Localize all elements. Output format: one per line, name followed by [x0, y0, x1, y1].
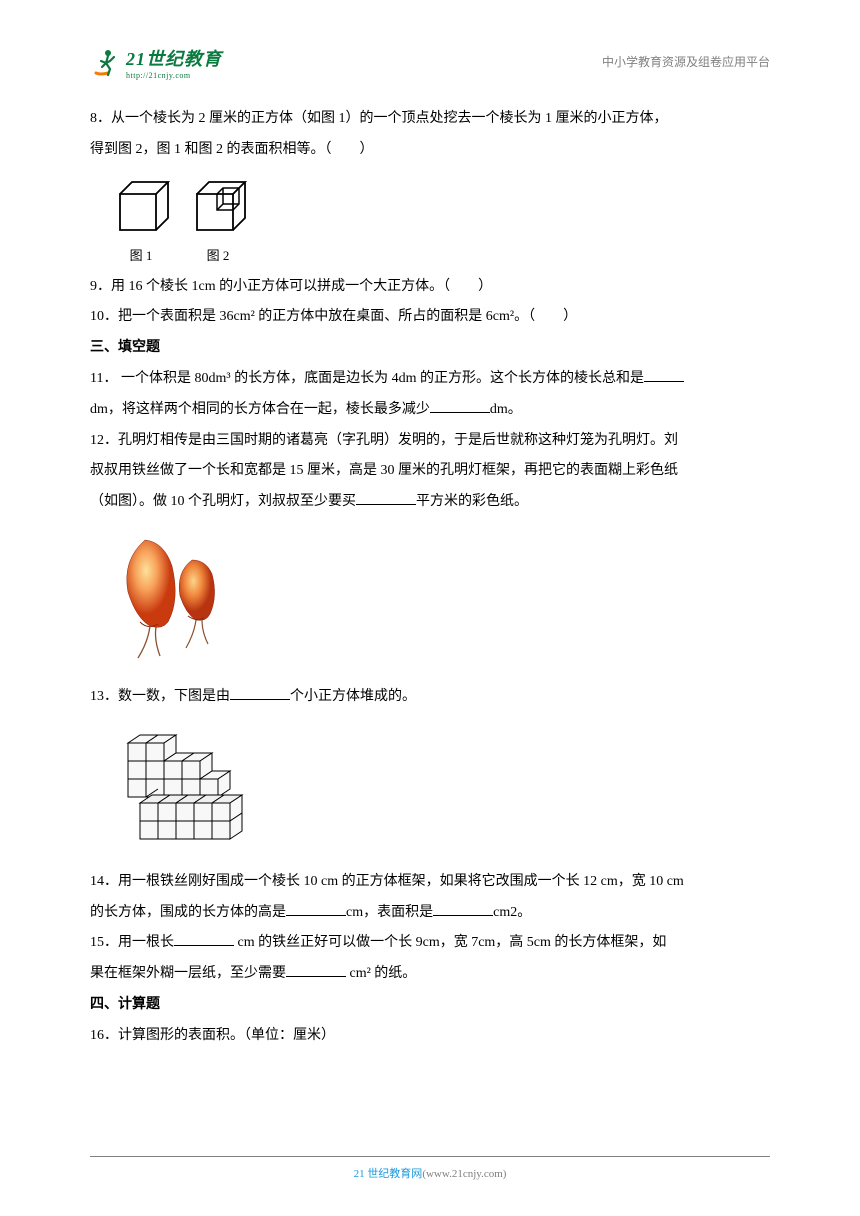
- content-area: 8．从一个棱长为 2 厘米的正方体（如图 1）的一个顶点处挖去一个棱长为 1 厘…: [90, 104, 770, 1052]
- q8-text-line1: 8．从一个棱长为 2 厘米的正方体（如图 1）的一个顶点处挖去一个棱长为 1 厘…: [90, 111, 668, 126]
- question-8: 8．从一个棱长为 2 厘米的正方体（如图 1）的一个顶点处挖去一个棱长为 1 厘…: [90, 104, 770, 166]
- q12-blank: [356, 489, 416, 505]
- logo-text: 21世纪教育 http://21cnjy.com: [126, 45, 222, 80]
- logo-sub-text: http://21cnjy.com: [126, 71, 222, 80]
- q15-part4: cm² 的纸。: [346, 966, 416, 981]
- logo-main-text: 21世纪教育: [126, 45, 222, 71]
- question-13: 13．数一数，下图是由 个小正方体堆成的。: [90, 682, 770, 713]
- footer-url: (www.21cnjy.com): [422, 1168, 506, 1180]
- logo: 21世纪教育 http://21cnjy.com: [90, 45, 222, 80]
- lantern-figure: [110, 530, 770, 670]
- header-right-text: 中小学教育资源及组卷应用平台: [602, 53, 770, 70]
- q15-blank1: [174, 930, 234, 946]
- q13-blank: [230, 684, 290, 700]
- cube-stack-figure: [110, 725, 770, 855]
- section-3-title: 三、填空题: [90, 333, 770, 364]
- section-4-title: 四、计算题: [90, 990, 770, 1021]
- question-16: 16．计算图形的表面积。（单位：厘米）: [90, 1021, 770, 1052]
- question-12: 12．孔明灯相传是由三国时期的诸葛亮（字孔明）发明的，于是后世就称这种灯笼为孔明…: [90, 426, 770, 518]
- q14-blank2: [433, 900, 493, 916]
- q14-part2: 的长方体，围成的长方体的高是: [90, 905, 286, 920]
- cube-stack-icon: [110, 725, 255, 850]
- question-11: 11． 一个体积是 80dm³ 的长方体，底面是边长为 4dm 的正方形。这个长…: [90, 364, 770, 426]
- question-9: 9．用 16 个棱长 1cm 的小正方体可以拼成一个大正方体。（ ）: [90, 272, 770, 303]
- question-15: 15．用一根长 cm 的铁丝正好可以做一个长 9cm，宽 7cm，高 5cm 的…: [90, 928, 770, 990]
- page-header: 21世纪教育 http://21cnjy.com 中小学教育资源及组卷应用平台: [90, 45, 770, 80]
- cube-1-icon: [110, 174, 172, 236]
- q11-blank1: [644, 366, 684, 382]
- cube-figure-2: 图 2: [187, 174, 249, 264]
- q11-part1: 11． 一个体积是 80dm³ 的长方体，底面是边长为 4dm 的正方形。这个长…: [90, 371, 644, 386]
- q13-part2: 个小正方体堆成的。: [290, 689, 416, 704]
- q14-part1: 14．用一根铁丝刚好围成一个棱长 10 cm 的正方体框架，如果将它改围成一个长…: [90, 874, 684, 889]
- q12-part3: （如图）。做 10 个孔明灯，刘叔叔至少要买: [90, 494, 356, 509]
- page-footer: 21 世纪教育网(www.21cnjy.com): [90, 1156, 770, 1181]
- q14-part3: cm，表面积是: [346, 905, 433, 920]
- q13-part1: 13．数一数，下图是由: [90, 689, 230, 704]
- cube-2-label: 图 2: [187, 245, 249, 264]
- q12-part2: 叔叔用铁丝做了一个长和宽都是 15 厘米，高是 30 厘米的孔明灯框架，再把它的…: [90, 463, 678, 478]
- cube-2-icon: [187, 174, 249, 236]
- q8-text-line2: 得到图 2，图 1 和图 2 的表面积相等。（ ）: [90, 142, 374, 157]
- question-14: 14．用一根铁丝刚好围成一个棱长 10 cm 的正方体框架，如果将它改围成一个长…: [90, 867, 770, 929]
- q11-part3: dm。: [490, 402, 522, 417]
- q12-part4: 平方米的彩色纸。: [416, 494, 528, 509]
- q12-part1: 12．孔明灯相传是由三国时期的诸葛亮（字孔明）发明的，于是后世就称这种灯笼为孔明…: [90, 433, 678, 448]
- q15-blank2: [286, 961, 346, 977]
- q15-part3: 果在框架外糊一层纸，至少需要: [90, 966, 286, 981]
- q15-part2: cm 的铁丝正好可以做一个长 9cm，宽 7cm，高 5cm 的长方体框架，如: [234, 935, 666, 950]
- q14-part4: cm2。: [493, 905, 531, 920]
- question-10: 10．把一个表面积是 36cm² 的正方体中放在桌面、所占的面积是 6cm²。（…: [90, 302, 770, 333]
- cube-figure-1: 图 1: [110, 174, 172, 264]
- lantern-icon: [110, 530, 240, 665]
- q15-part1: 15．用一根长: [90, 935, 174, 950]
- cubes-figure: 图 1 图 2: [110, 174, 770, 264]
- cube-1-label: 图 1: [110, 245, 172, 264]
- q11-part2: dm，将这样两个相同的长方体合在一起，棱长最多减少: [90, 402, 430, 417]
- q14-blank1: [286, 900, 346, 916]
- q11-blank2: [430, 397, 490, 413]
- logo-icon: [90, 47, 122, 79]
- footer-brand: 21 世纪教育网: [354, 1168, 423, 1180]
